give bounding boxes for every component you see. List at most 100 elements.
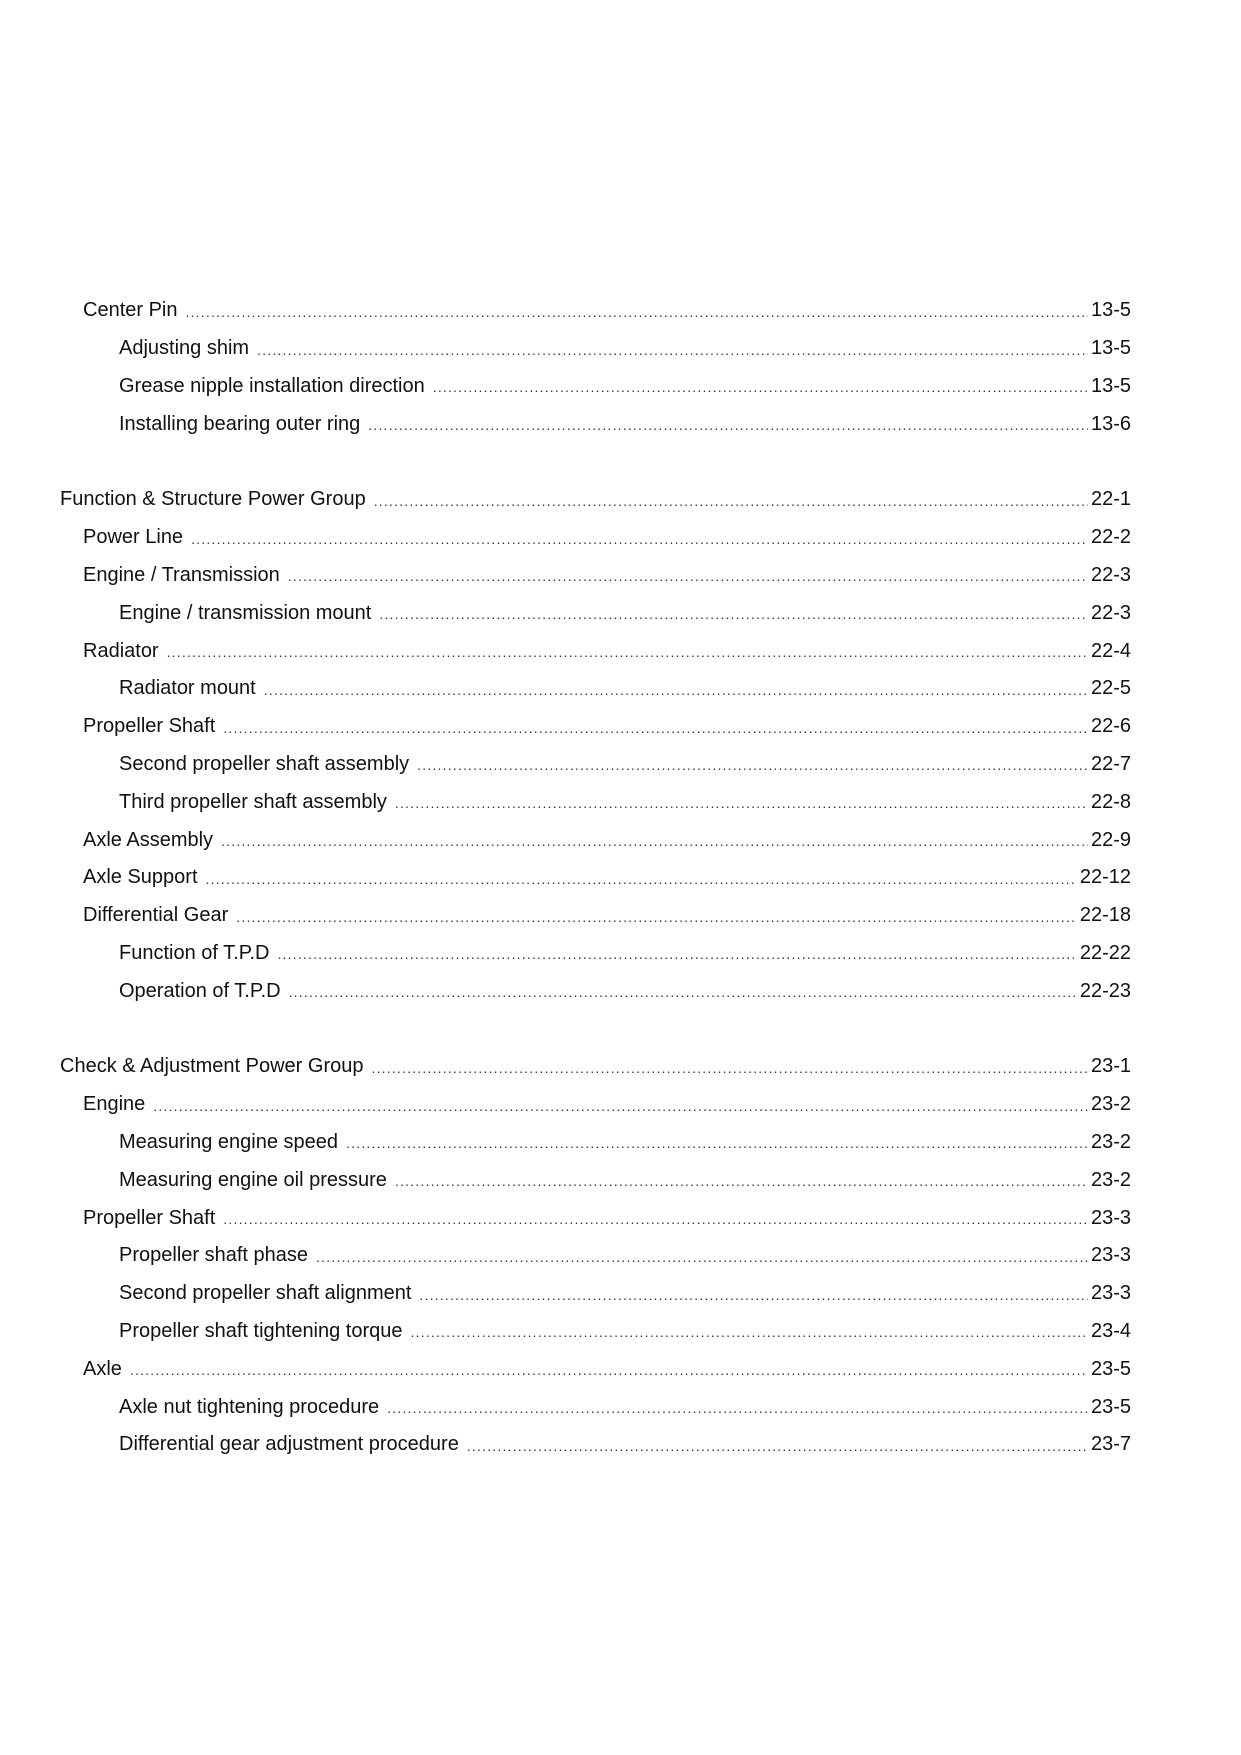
dot-leader <box>277 946 1076 972</box>
dot-leader <box>433 379 1088 405</box>
toc-entry[interactable]: Propeller Shaft 22-6 <box>0 708 1241 746</box>
toc-entry[interactable]: Propeller Shaft 23-3 <box>0 1199 1241 1237</box>
toc-entry-title: Operation of T.P.D <box>119 979 281 1002</box>
toc-entry-title: Differential Gear <box>83 904 229 927</box>
toc-entry-page: 22-22 <box>1079 941 1131 964</box>
toc-entry-title: Radiator mount <box>119 677 256 700</box>
dot-leader <box>387 1400 1088 1426</box>
toc-entry[interactable]: Radiator 22-4 <box>0 632 1241 670</box>
toc-entry-page: 23-2 <box>1090 1168 1131 1191</box>
dot-leader <box>316 1249 1088 1275</box>
toc-entry-title: Engine / Transmission <box>83 563 280 586</box>
toc-entry-page: 22-12 <box>1079 866 1131 889</box>
toc-entry-title: Measuring engine speed <box>119 1130 339 1153</box>
dot-leader <box>191 531 1088 557</box>
toc-entry[interactable]: Axle 23-5 <box>0 1350 1241 1388</box>
toc-entry-page: 13-5 <box>1090 374 1131 397</box>
toc-entry-page: 23-1 <box>1090 1055 1131 1078</box>
dot-leader <box>371 1060 1087 1086</box>
toc-entry-page: 22-9 <box>1090 828 1131 851</box>
toc-entry[interactable]: Measuring engine speed 23-2 <box>0 1124 1241 1162</box>
toc-entry-title: Propeller Shaft <box>83 715 216 738</box>
toc-entry-title: Function & Structure Power Group <box>60 488 366 511</box>
toc-entry-page: 23-7 <box>1090 1433 1131 1456</box>
toc-entry-title: Axle Assembly <box>83 828 214 851</box>
toc-entry-title: Function of T.P.D <box>119 941 270 964</box>
toc-entry-page: 22-2 <box>1090 526 1131 549</box>
toc-entry-page: 23-3 <box>1090 1206 1131 1229</box>
dot-leader <box>206 871 1077 897</box>
toc-entry-page: 23-5 <box>1090 1395 1131 1418</box>
toc-entry-title: Second propeller shaft alignment <box>119 1282 412 1305</box>
dot-leader <box>374 493 1088 519</box>
toc-entry-title: Propeller shaft phase <box>119 1244 309 1267</box>
toc-entry[interactable]: Engine / transmission mount 22-3 <box>0 594 1241 632</box>
toc-entry-page: 22-18 <box>1079 904 1131 927</box>
dot-leader <box>395 795 1088 821</box>
toc-entry[interactable]: Measuring engine oil pressure 23-2 <box>0 1161 1241 1199</box>
toc-entry[interactable]: Differential gear adjustment procedure 23… <box>0 1426 1241 1464</box>
toc-entry[interactable]: Axle Support 22-12 <box>0 859 1241 897</box>
toc-entry[interactable]: Engine / Transmission 22-3 <box>0 557 1241 595</box>
toc-entry-title: Engine / transmission mount <box>119 601 372 624</box>
toc-entry-page: 22-6 <box>1090 715 1131 738</box>
toc-entry[interactable]: Radiator mount 22-5 <box>0 670 1241 708</box>
toc-entry[interactable]: Third propeller shaft assembly 22-8 <box>0 783 1241 821</box>
toc-entry[interactable]: Adjusting shim 13-5 <box>0 330 1241 368</box>
dot-leader <box>379 606 1088 632</box>
toc-entry[interactable]: Propeller shaft phase 23-3 <box>0 1237 1241 1275</box>
toc-entry[interactable]: Installing bearing outer ring 13-6 <box>0 405 1241 443</box>
toc-entry[interactable]: Function & Structure Power Group 22-1 <box>0 481 1241 519</box>
dot-leader <box>223 720 1088 746</box>
toc-entry-page: 23-3 <box>1090 1282 1131 1305</box>
toc-entry-title: Grease nipple installation direction <box>119 374 425 397</box>
dot-leader <box>186 304 1088 330</box>
toc-entry-page: 22-3 <box>1090 601 1131 624</box>
toc-entry-page: 23-2 <box>1090 1130 1131 1153</box>
toc-entry-page: 22-3 <box>1090 563 1131 586</box>
toc-entry-title: Axle Support <box>83 866 198 889</box>
toc-entry-page: 22-5 <box>1090 677 1131 700</box>
toc-entry[interactable]: Axle Assembly 22-9 <box>0 821 1241 859</box>
toc-entry-title: Third propeller shaft assembly <box>119 790 387 813</box>
dot-leader <box>368 417 1088 443</box>
toc-entry[interactable]: Axle nut tightening procedure 23-5 <box>0 1388 1241 1426</box>
toc-entry[interactable]: Second propeller shaft assembly 22-7 <box>0 746 1241 784</box>
toc-entry[interactable]: Center Pin 13-5 <box>0 292 1241 330</box>
toc-entry-title: Adjusting shim <box>119 337 250 360</box>
toc-entry[interactable]: Differential Gear 22-18 <box>0 897 1241 935</box>
toc-entry-page: 22-23 <box>1079 979 1131 1002</box>
toc-entry-title: Engine <box>83 1093 146 1116</box>
toc-entry[interactable]: Grease nipple installation direction 13-5 <box>0 368 1241 406</box>
dot-leader <box>346 1135 1088 1161</box>
dot-leader <box>257 342 1088 368</box>
dot-leader <box>223 1211 1088 1237</box>
toc-entry-title: Propeller shaft tightening torque <box>119 1319 403 1342</box>
toc-entry[interactable]: Engine 23-2 <box>0 1086 1241 1124</box>
dot-leader <box>411 1324 1088 1350</box>
toc-entry-page: 13-6 <box>1090 412 1131 435</box>
toc-entry[interactable]: Function of T.P.D 22-22 <box>0 935 1241 973</box>
toc-entry-page: 22-7 <box>1090 752 1131 775</box>
dot-leader <box>167 644 1088 670</box>
toc-entry[interactable]: Power Line 22-2 <box>0 519 1241 557</box>
toc-entry-page: 22-8 <box>1090 790 1131 813</box>
dot-leader <box>417 757 1088 783</box>
toc-entry[interactable]: Operation of T.P.D 22-23 <box>0 972 1241 1010</box>
dot-leader <box>288 568 1088 594</box>
toc-entry[interactable]: Propeller shaft tightening torque 23-4 <box>0 1313 1241 1351</box>
dot-leader <box>221 833 1088 859</box>
toc-entry[interactable]: Second propeller shaft alignment 23-3 <box>0 1275 1241 1313</box>
toc-entry[interactable]: Check & Adjustment Power Group 23-1 <box>0 1048 1241 1086</box>
toc-entry-title: Power Line <box>83 526 184 549</box>
toc-entry-page: 13-5 <box>1090 337 1131 360</box>
dot-leader <box>130 1362 1088 1388</box>
dot-leader <box>419 1287 1088 1313</box>
toc-entry-page: 23-3 <box>1090 1244 1131 1267</box>
toc-entry-page: 23-2 <box>1090 1093 1131 1116</box>
toc-entry-title: Second propeller shaft assembly <box>119 752 410 775</box>
dot-leader <box>289 984 1077 1010</box>
section-spacer <box>0 443 1241 481</box>
toc-entry-page: 23-4 <box>1090 1319 1131 1342</box>
